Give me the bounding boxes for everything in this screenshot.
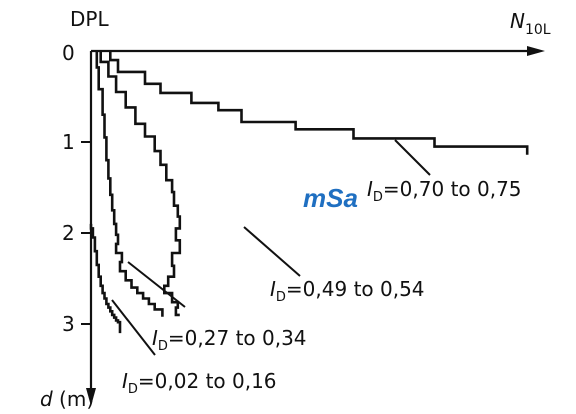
series-label-sub: D bbox=[373, 190, 383, 205]
x-axis-label: N10L bbox=[510, 9, 551, 38]
series-label-sub: D bbox=[158, 339, 168, 354]
series-label-text: =0,27 to 0,34 bbox=[168, 326, 307, 350]
leader-line-3 bbox=[112, 300, 155, 355]
series-line-0 bbox=[110, 51, 527, 155]
y-ticks: 0 1 2 3 bbox=[62, 41, 91, 336]
series-label-text: =0,02 to 0,16 bbox=[138, 369, 277, 393]
leader-line-1 bbox=[244, 227, 300, 276]
series-line-1 bbox=[101, 51, 180, 315]
series-line-2 bbox=[97, 51, 163, 317]
series-label-1: ID=0,49 to 0,54 bbox=[270, 277, 425, 305]
series-label-sub: D bbox=[128, 382, 138, 397]
y-axis-label-var: d bbox=[40, 387, 53, 411]
series-label-sub: D bbox=[276, 290, 286, 305]
series-label-text: =0,49 to 0,54 bbox=[286, 277, 425, 301]
series-label-text: =0,70 to 0,75 bbox=[383, 177, 522, 201]
y-tick-label: 2 bbox=[62, 221, 75, 245]
y-tick-label: 0 bbox=[62, 41, 75, 65]
y-axis-label: d (m) bbox=[40, 387, 94, 411]
y-axis-label-unit: (m) bbox=[53, 387, 94, 411]
x-axis-label-main: N bbox=[510, 9, 525, 33]
y-tick-label: 3 bbox=[62, 312, 75, 336]
leader-line-0 bbox=[395, 140, 430, 175]
x-axis-label-sub: 10L bbox=[525, 22, 551, 38]
series-label-3: ID=0,02 to 0,16 bbox=[122, 369, 277, 397]
leader-line-2 bbox=[128, 262, 185, 307]
series-label-2: ID=0,27 to 0,34 bbox=[152, 326, 307, 354]
x-axis-arrowhead bbox=[527, 46, 545, 56]
y-tick-label: 1 bbox=[62, 130, 75, 154]
chart-title: DPL bbox=[70, 7, 109, 31]
series-line-3 bbox=[91, 224, 120, 333]
soil-type-label: mSa bbox=[303, 183, 358, 213]
series-label-0: ID=0,70 to 0,75 bbox=[367, 177, 522, 205]
